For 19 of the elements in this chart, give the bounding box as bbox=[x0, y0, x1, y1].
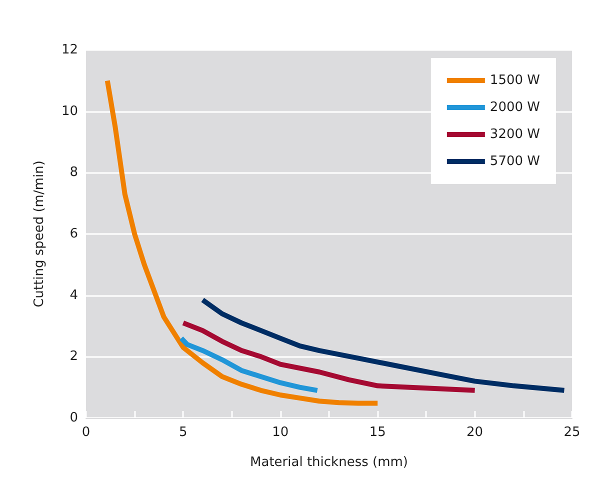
x-tick-label: 0 bbox=[82, 425, 90, 440]
y-tick-label: 8 bbox=[70, 165, 78, 180]
y-tick-label: 4 bbox=[70, 288, 78, 303]
legend-label: 2000 W bbox=[490, 100, 540, 115]
y-tick-label: 12 bbox=[61, 42, 78, 58]
legend-label: 5700 W bbox=[490, 154, 540, 169]
y-tick-label: 10 bbox=[61, 104, 78, 119]
x-tick-label: 5 bbox=[179, 425, 188, 440]
x-tick-label: 10 bbox=[272, 425, 289, 440]
legend-label: 3200 W bbox=[490, 127, 540, 142]
x-tick-label: 15 bbox=[369, 425, 386, 440]
x-tick-label: 20 bbox=[466, 425, 484, 440]
y-tick-label: 2 bbox=[70, 349, 78, 364]
y-tick-label: 6 bbox=[70, 226, 78, 242]
x-axis-title: Material thickness (mm) bbox=[250, 455, 408, 470]
x-tick-label: 25 bbox=[564, 425, 580, 440]
y-tick-label: 0 bbox=[70, 410, 78, 426]
legend-label: 1500 W bbox=[490, 73, 540, 88]
y-axis-title: Cutting speed (m/min) bbox=[32, 160, 47, 308]
